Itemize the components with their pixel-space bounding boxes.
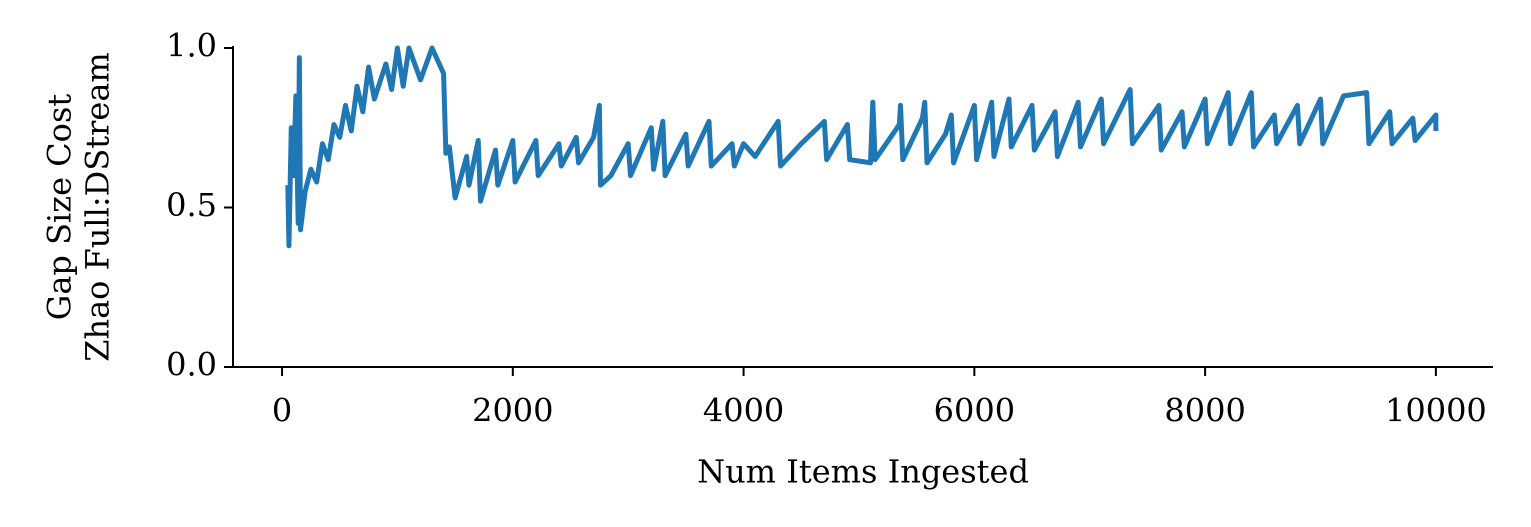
x-tick-label: 2000: [472, 392, 553, 430]
y-axis-label: Gap Size Cost: [41, 94, 79, 321]
x-tick-label: 10000: [1385, 392, 1487, 430]
line-series: [285, 45, 1439, 249]
y-tick-label: 0.0: [166, 346, 217, 384]
x-tick-label: 0: [272, 392, 292, 430]
x-tick-label: 6000: [934, 392, 1015, 430]
y-axis-label: Zhao Full:DStream: [79, 52, 117, 362]
y-tick-label: 1.0: [166, 27, 217, 65]
x-axis-label: Num Items Ingested: [697, 453, 1029, 491]
x-tick-label: 8000: [1164, 392, 1245, 430]
x-tick-label: 4000: [703, 392, 784, 430]
y-tick-label: 0.5: [166, 186, 217, 224]
